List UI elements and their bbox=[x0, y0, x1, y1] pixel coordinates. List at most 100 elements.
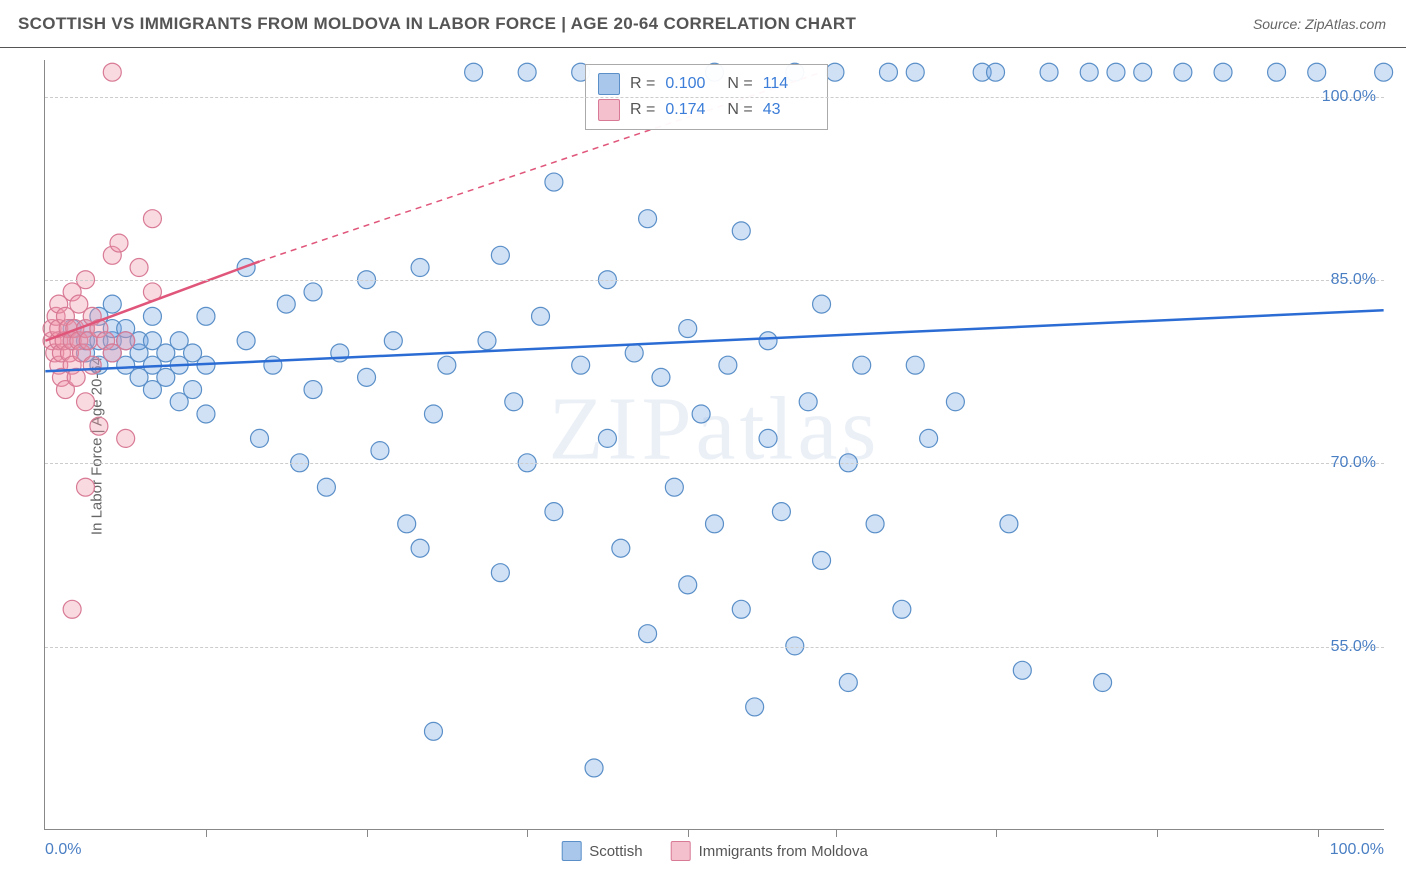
scatter-point bbox=[679, 576, 697, 594]
scatter-point bbox=[879, 63, 897, 81]
stats-n-label: N = bbox=[727, 101, 752, 119]
stats-r-label: R = bbox=[630, 75, 655, 93]
stats-row-moldova: R = 0.174 N = 43 bbox=[598, 97, 815, 123]
gridline-h bbox=[45, 647, 1384, 648]
x-tick bbox=[206, 829, 207, 837]
scatter-point bbox=[813, 295, 831, 313]
scatter-point bbox=[384, 332, 402, 350]
bottom-legend: Scottish Immigrants from Moldova bbox=[561, 841, 868, 861]
scatter-point bbox=[304, 381, 322, 399]
scatter-point bbox=[652, 368, 670, 386]
scatter-point bbox=[90, 417, 108, 435]
scatter-point bbox=[772, 503, 790, 521]
scatter-point bbox=[398, 515, 416, 533]
chart-svg bbox=[45, 60, 1384, 829]
scatter-point bbox=[1268, 63, 1286, 81]
scatter-point bbox=[277, 295, 295, 313]
scatter-point bbox=[759, 332, 777, 350]
scatter-point bbox=[920, 429, 938, 447]
scatter-point bbox=[77, 393, 95, 411]
scatter-point bbox=[1013, 661, 1031, 679]
scatter-point bbox=[839, 674, 857, 692]
legend-item-scottish: Scottish bbox=[561, 841, 642, 861]
gridline-h bbox=[45, 97, 1384, 98]
y-tick-label: 85.0% bbox=[1331, 271, 1376, 289]
scatter-point bbox=[143, 210, 161, 228]
scatter-point bbox=[77, 478, 95, 496]
scatter-point bbox=[143, 307, 161, 325]
scatter-point bbox=[853, 356, 871, 374]
scatter-point bbox=[358, 368, 376, 386]
scatter-point bbox=[598, 429, 616, 447]
scatter-point bbox=[518, 63, 536, 81]
scatter-point bbox=[572, 356, 590, 374]
scatter-point bbox=[83, 356, 101, 374]
legend-label-scottish: Scottish bbox=[589, 843, 642, 860]
scatter-point bbox=[906, 356, 924, 374]
scatter-point bbox=[719, 356, 737, 374]
scatter-point bbox=[866, 515, 884, 533]
scatter-point bbox=[625, 344, 643, 362]
chart-header: SCOTTISH VS IMMIGRANTS FROM MOLDOVA IN L… bbox=[0, 0, 1406, 48]
chart-title: SCOTTISH VS IMMIGRANTS FROM MOLDOVA IN L… bbox=[18, 14, 856, 34]
scatter-point bbox=[706, 515, 724, 533]
scatter-point bbox=[732, 600, 750, 618]
scatter-point bbox=[1174, 63, 1192, 81]
scatter-point bbox=[184, 381, 202, 399]
stats-n-value-scottish: 114 bbox=[763, 75, 815, 93]
scatter-point bbox=[1107, 63, 1125, 81]
scatter-point bbox=[304, 283, 322, 301]
scatter-point bbox=[746, 698, 764, 716]
x-tick bbox=[996, 829, 997, 837]
scatter-point bbox=[893, 600, 911, 618]
x-tick bbox=[367, 829, 368, 837]
scatter-point bbox=[438, 356, 456, 374]
scatter-point bbox=[63, 600, 81, 618]
scatter-point bbox=[505, 393, 523, 411]
gridline-h bbox=[45, 280, 1384, 281]
scatter-point bbox=[465, 63, 483, 81]
legend-label-moldova: Immigrants from Moldova bbox=[699, 843, 868, 860]
stats-r-value-scottish: 0.100 bbox=[665, 75, 717, 93]
stats-swatch-scottish bbox=[598, 73, 620, 95]
x-tick bbox=[527, 829, 528, 837]
scatter-point bbox=[197, 405, 215, 423]
gridline-h bbox=[45, 463, 1384, 464]
scatter-point bbox=[411, 259, 429, 277]
y-tick-label: 70.0% bbox=[1331, 454, 1376, 472]
scatter-point bbox=[491, 246, 509, 264]
x-tick bbox=[1318, 829, 1319, 837]
x-axis-min-label: 0.0% bbox=[45, 841, 81, 859]
x-tick bbox=[1157, 829, 1158, 837]
scatter-point bbox=[692, 405, 710, 423]
scatter-point bbox=[103, 63, 121, 81]
scatter-point bbox=[732, 222, 750, 240]
stats-r-value-moldova: 0.174 bbox=[665, 101, 717, 119]
scatter-point bbox=[1308, 63, 1326, 81]
stats-row-scottish: R = 0.100 N = 114 bbox=[598, 71, 815, 97]
stats-swatch-moldova bbox=[598, 99, 620, 121]
scatter-point bbox=[1040, 63, 1058, 81]
scatter-point bbox=[826, 63, 844, 81]
legend-swatch-scottish bbox=[561, 841, 581, 861]
scatter-point bbox=[424, 405, 442, 423]
scatter-point bbox=[1134, 63, 1152, 81]
scatter-point bbox=[117, 332, 135, 350]
scatter-point bbox=[906, 63, 924, 81]
plot-area: ZIPatlas R = 0.100 N = 114 R = 0.174 N =… bbox=[44, 60, 1384, 830]
x-tick bbox=[688, 829, 689, 837]
scatter-point bbox=[110, 234, 128, 252]
chart-source: Source: ZipAtlas.com bbox=[1253, 16, 1386, 32]
x-tick bbox=[836, 829, 837, 837]
y-tick-label: 55.0% bbox=[1331, 638, 1376, 656]
scatter-point bbox=[585, 759, 603, 777]
scatter-point bbox=[1214, 63, 1232, 81]
stats-n-label: N = bbox=[727, 75, 752, 93]
scatter-point bbox=[197, 307, 215, 325]
legend-swatch-moldova bbox=[671, 841, 691, 861]
scatter-point bbox=[1080, 63, 1098, 81]
scatter-point bbox=[545, 173, 563, 191]
scatter-point bbox=[130, 259, 148, 277]
scatter-point bbox=[639, 625, 657, 643]
scatter-point bbox=[478, 332, 496, 350]
